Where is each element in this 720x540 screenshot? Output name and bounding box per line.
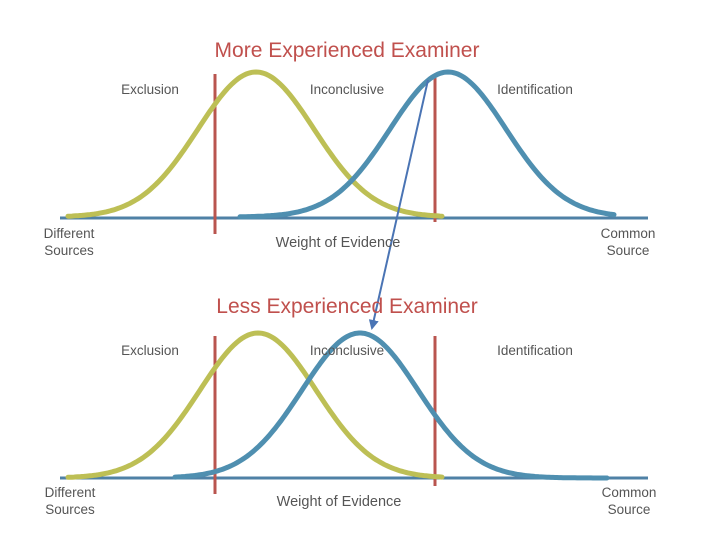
bottom-panel-title: Less Experienced Examiner [216,295,478,318]
bottom-different-sources-curve [65,330,445,480]
panel-bottom [60,330,648,494]
bottom-axis-label: Weight of Evidence [276,494,402,510]
bottom-common-source-curve [172,330,610,481]
bottom-region-identification: Identification [497,343,573,358]
bottom-region-exclusion: Exclusion [121,343,179,358]
top-left-end-label: Different Sources [44,225,95,259]
bottom-right-end-label: Common Source [602,484,657,518]
bottom-left-end-line1: Different [44,485,96,500]
top-axis-label: Weight of Evidence [275,235,401,251]
top-right-end-label: Common Source [601,225,656,259]
top-left-end-line2: Sources [44,243,94,258]
bottom-left-end-line2: Sources [45,502,95,517]
top-region-inconclusive: Inconclusive [309,82,385,97]
bottom-right-end-line2: Source [607,502,651,517]
bottom-region-inconclusive: Inconclusive [309,343,385,358]
top-right-end-line2: Source [606,243,650,258]
top-different-sources-curve [65,69,445,219]
bottom-right-end-line1: Common [601,485,657,500]
top-region-exclusion: Exclusion [121,82,179,97]
shift-arrow [368,79,429,330]
top-right-end-line1: Common [600,226,656,241]
top-region-identification: Identification [497,82,573,97]
top-left-end-line1: Different [43,226,95,241]
bottom-left-end-label: Different Sources [45,484,96,518]
top-panel-title: More Experienced Examiner [214,39,480,62]
